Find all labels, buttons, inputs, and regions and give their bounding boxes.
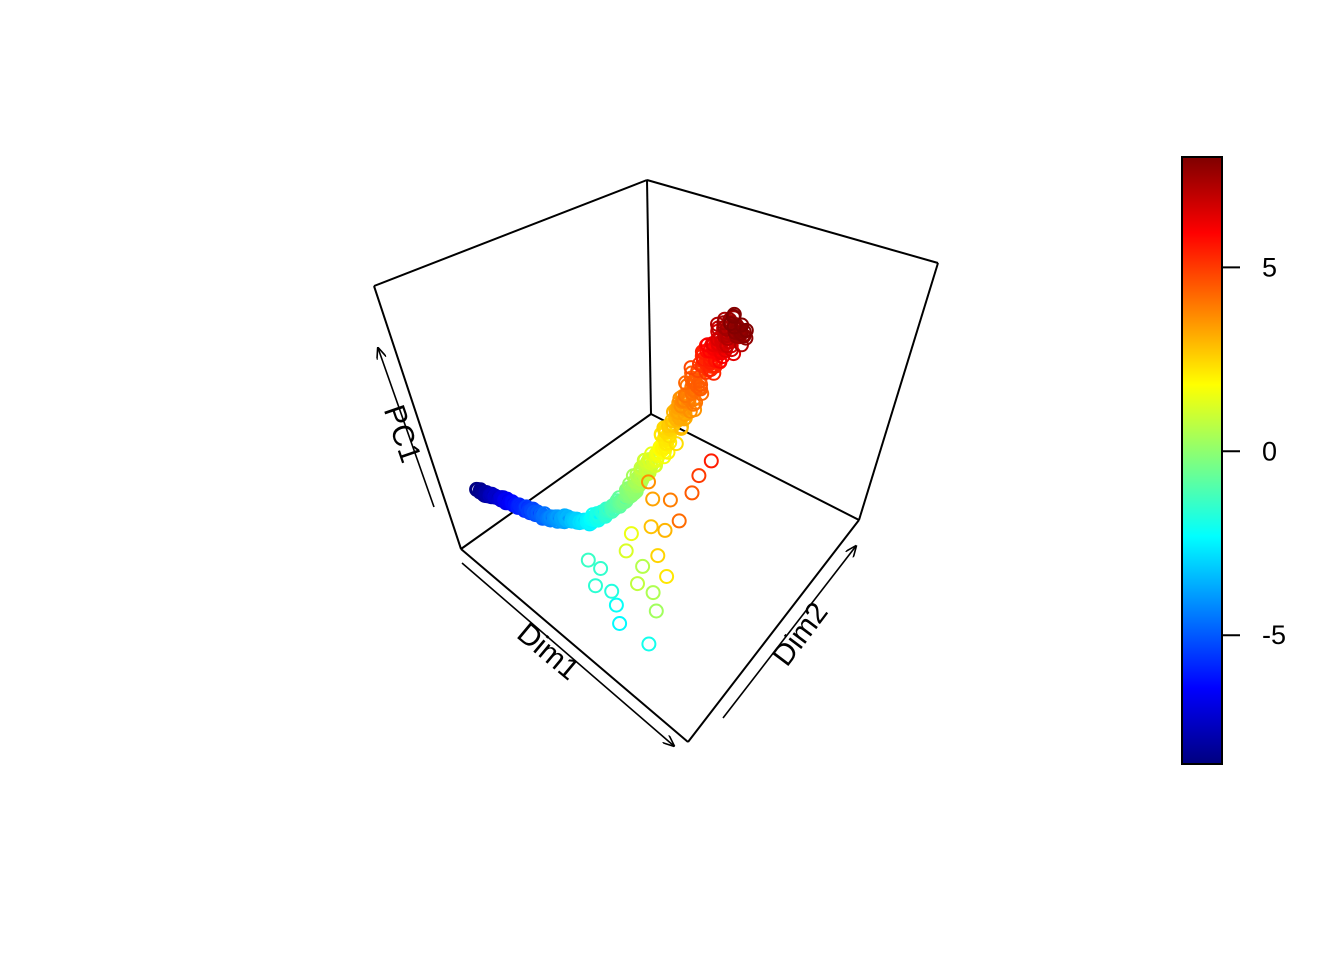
y-axis-label: Dim2 — [766, 596, 834, 672]
x-axis-label: Dim1 — [511, 617, 586, 687]
data-point — [604, 583, 620, 599]
box-edge — [646, 179, 939, 264]
colorbar-gradient — [1181, 156, 1223, 765]
data-point — [588, 578, 603, 594]
data-point — [659, 569, 675, 584]
colorbar-tick-label: 5 — [1262, 252, 1277, 282]
box-edge — [373, 179, 648, 287]
data-point — [641, 474, 656, 490]
pc1-axis-arrow — [378, 348, 435, 508]
box-edge — [858, 262, 939, 521]
colorbar-ticks: 5 0 -5 — [1222, 252, 1286, 650]
box-edge — [460, 413, 652, 550]
data-point — [645, 585, 661, 601]
data-point — [623, 526, 639, 542]
dim1-axis-arrow — [461, 562, 674, 746]
colorbar: 5 0 -5 — [1181, 156, 1286, 765]
data-point — [684, 485, 700, 501]
dim2-axis-arrow — [722, 546, 856, 719]
colorbar-tick-label: -5 — [1262, 620, 1286, 650]
box-edge — [687, 519, 860, 743]
data-point — [703, 453, 719, 469]
box-edge — [373, 285, 462, 550]
data-point — [608, 597, 624, 613]
data-point — [593, 561, 609, 576]
data-point — [648, 603, 664, 619]
data-point — [671, 513, 687, 529]
data-point — [683, 360, 699, 376]
data-point — [693, 377, 709, 393]
box-edge — [650, 413, 860, 521]
data-point — [650, 548, 666, 564]
z-axis-label: PC1 — [377, 401, 427, 467]
data-point — [612, 616, 628, 631]
data-point — [618, 543, 634, 559]
colorbar-tick-label: 0 — [1262, 436, 1277, 466]
data-point — [641, 636, 657, 652]
data-point — [645, 491, 661, 507]
data-point — [693, 381, 709, 397]
data-point — [630, 576, 645, 592]
data-point — [738, 322, 754, 338]
box-edge — [460, 548, 689, 743]
data-point — [662, 492, 678, 508]
data-point — [725, 308, 741, 324]
data-point — [691, 468, 707, 484]
box-edge — [646, 179, 652, 415]
data-point — [635, 558, 651, 574]
data-point — [643, 519, 659, 535]
data-point — [580, 552, 596, 568]
scatter-points — [469, 306, 754, 652]
data-point — [657, 522, 673, 538]
data-point — [723, 316, 739, 332]
